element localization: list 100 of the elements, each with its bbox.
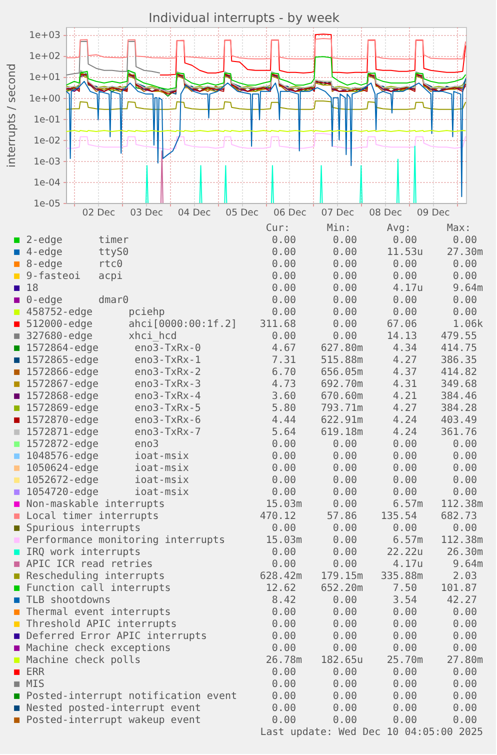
text: 403.49 xyxy=(440,415,477,426)
text: 179.15m xyxy=(320,571,363,582)
text: 25.70m xyxy=(386,655,423,666)
text: 0.00 xyxy=(272,271,296,282)
legend-label: 458752-edge pciehp xyxy=(26,307,165,318)
text: 0.00 xyxy=(392,487,417,498)
text: 0.00 xyxy=(332,235,357,246)
legend-label: 1052672-edge ioat-msix xyxy=(26,475,189,486)
text: 0.00 xyxy=(332,499,357,510)
legend-label: 0-edge dmar0 xyxy=(26,295,129,306)
legend-label: 1572869-edge eno3-TxRx-5 xyxy=(26,403,201,414)
text: Max: xyxy=(446,223,471,234)
text: 0.00 xyxy=(332,259,357,270)
text: 361.76 xyxy=(440,427,477,438)
legend-label: Non-maskable interrupts xyxy=(26,499,165,510)
text: 0.00 xyxy=(272,703,296,714)
legend-label: 9-fasteoi acpi xyxy=(26,271,123,282)
legend-label: 1572871-edge eno3-TxRx-7 xyxy=(26,427,201,438)
text: 4.27 xyxy=(392,355,417,366)
text: 0.00 xyxy=(272,283,296,294)
text: 4.44 xyxy=(272,415,296,426)
text: 0.00 xyxy=(392,259,417,270)
legend-label: Posted-interrupt notification event xyxy=(26,691,238,702)
text: 0.00 xyxy=(332,451,357,462)
text: 9.64m xyxy=(452,283,483,294)
text: Min: xyxy=(326,223,351,234)
legend-label: 1572865-edge eno3-TxRx-1 xyxy=(26,355,201,366)
text: 5.80 xyxy=(272,403,296,414)
text: 384.46 xyxy=(440,391,477,402)
legend-label: Machine check polls xyxy=(26,655,141,666)
y-tick-label: 1e+03 xyxy=(29,30,61,42)
legend-label: 1572866-edge eno3-TxRx-2 xyxy=(26,367,201,378)
line-series xyxy=(66,38,466,60)
text: 0.00 xyxy=(272,475,296,486)
text: 0.00 xyxy=(332,667,357,678)
text: 0.00 xyxy=(452,715,477,726)
text: 384.28 xyxy=(440,403,477,414)
legend-label: APIC ICR read retries xyxy=(26,559,153,570)
text: Cur: xyxy=(266,223,290,234)
text: 0.00 xyxy=(272,619,296,630)
text: 4.31 xyxy=(392,379,417,390)
text: 112.38m xyxy=(440,535,483,546)
text: 42.27 xyxy=(446,595,477,606)
text: 0.00 xyxy=(392,667,417,678)
text: 0.00 xyxy=(452,487,477,498)
legend-label: 4-edge ttyS0 xyxy=(26,247,129,258)
legend-label: 1572864-edge eno3-TxRx-0 xyxy=(26,343,201,354)
chart-title: Individual interrupts - by week xyxy=(148,10,340,25)
text: 0.00 xyxy=(332,307,357,318)
text: 0.00 xyxy=(272,331,296,342)
text: 0.00 xyxy=(392,475,417,486)
text: 4.73 xyxy=(272,379,296,390)
text: 112.38m xyxy=(440,499,483,510)
text: Last update: Wed Dec 10 04:05:00 2025 xyxy=(260,727,483,738)
text: 0.00 xyxy=(332,331,357,342)
line-series xyxy=(66,56,466,90)
text: 0.00 xyxy=(272,607,296,618)
text: 4.24 xyxy=(392,415,417,426)
legend-label: Spurious interrupts xyxy=(26,523,141,534)
text: 652.20m xyxy=(320,583,363,594)
text: 0.00 xyxy=(452,451,477,462)
y-tick-label: 1e+02 xyxy=(29,51,60,62)
text: 0.00 xyxy=(272,559,296,570)
legend-label: IRQ work interrupts xyxy=(26,547,141,558)
text: 0.00 xyxy=(332,463,357,474)
text: 0.00 xyxy=(332,283,357,294)
text: 0.00 xyxy=(452,463,477,474)
text: 0.00 xyxy=(332,535,357,546)
text: 0.00 xyxy=(272,547,296,558)
text: 0.00 xyxy=(452,667,477,678)
text: 0.00 xyxy=(452,631,477,642)
text: 0.00 xyxy=(452,607,477,618)
text: 619.18m xyxy=(320,427,363,438)
legend-label: Machine check exceptions xyxy=(26,643,171,654)
text: 0.00 xyxy=(272,247,296,258)
text: 0.00 xyxy=(452,643,477,654)
text: 692.70m xyxy=(320,379,363,390)
text: 627.80m xyxy=(320,343,363,354)
text: 0.00 xyxy=(272,307,296,318)
text: 12.62 xyxy=(266,583,296,594)
x-tick-label: 08 Dec xyxy=(369,208,402,218)
legend-label: TLB shootdowns xyxy=(26,595,111,606)
text: 0.00 xyxy=(452,619,477,630)
text: 0.00 xyxy=(332,631,357,642)
text: 0.00 xyxy=(332,547,357,558)
text: 0.00 xyxy=(272,643,296,654)
text: 3.54 xyxy=(392,595,417,606)
legend-label: 1572870-edge eno3-TxRx-6 xyxy=(26,415,201,426)
x-tick-label: 02 Dec xyxy=(82,208,116,218)
text: 0.00 xyxy=(332,271,357,282)
text: 682.73 xyxy=(440,511,477,522)
y-tick-label: 1e+01 xyxy=(29,72,61,84)
text: 0.00 xyxy=(392,523,417,534)
text: 0.00 xyxy=(452,691,477,702)
legend-label: 1048576-edge ioat-msix xyxy=(26,451,189,462)
text: 0.00 xyxy=(332,607,357,618)
text: 15.03m xyxy=(266,535,302,546)
text: 0.00 xyxy=(452,475,477,486)
text: 0.00 xyxy=(392,691,417,702)
text: 0.00 xyxy=(332,295,357,306)
